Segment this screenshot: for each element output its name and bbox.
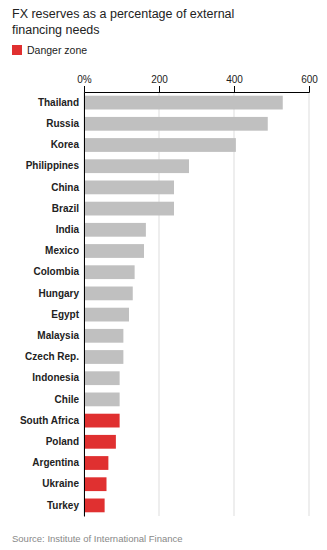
y-tick: South Africa <box>20 415 84 426</box>
x-tick-mark <box>309 86 310 92</box>
grid-line <box>309 92 310 516</box>
y-tick-label: India <box>56 224 80 235</box>
y-tick-label: Indonesia <box>32 372 79 383</box>
bar <box>84 414 120 428</box>
y-tick: Russia <box>46 118 84 129</box>
bar <box>84 329 123 343</box>
bar <box>84 202 174 216</box>
bar <box>84 181 174 195</box>
y-tick: Turkey <box>47 500 84 511</box>
title: FX reserves as a percentage of externalf… <box>12 7 234 37</box>
x-tick: 200 <box>151 74 168 92</box>
x-tick-mark <box>159 86 160 92</box>
x-tick-mark <box>234 86 235 92</box>
y-tick-label: Brazil <box>52 203 79 214</box>
bar <box>84 117 268 131</box>
bar <box>84 371 120 385</box>
x-tick-label: 600 <box>301 74 318 85</box>
y-tick: Hungary <box>38 288 84 299</box>
plot: 0% 200 400 600 Thailand Russia Korea Philippine… <box>20 74 318 517</box>
y-tick: Chile <box>55 394 84 405</box>
y-tick: China <box>51 182 84 193</box>
y-tick-label: China <box>51 182 79 193</box>
y-tick: Czech Rep. <box>25 351 84 362</box>
legend: Danger zone <box>12 44 87 56</box>
grid <box>84 92 309 516</box>
y-tick-label: Czech Rep. <box>25 351 79 362</box>
y-axis: Thailand Russia Korea Philippines China Brazi… <box>20 93 85 517</box>
grid-line <box>84 92 85 516</box>
y-tick: Indonesia <box>32 372 84 383</box>
x-axis-line <box>85 86 310 93</box>
bar <box>84 287 133 301</box>
annotation: Source: Institute of International Finan… <box>12 533 183 544</box>
y-tick-label: Turkey <box>47 500 79 511</box>
bar <box>84 499 105 513</box>
grid-line <box>234 92 235 516</box>
y-tick-label: Ukraine <box>42 478 79 489</box>
legend-label: Danger zone <box>27 44 87 56</box>
y-tick-label: Philippines <box>26 160 80 171</box>
x-tick: 400 <box>226 74 243 92</box>
y-tick: Argentina <box>32 457 84 468</box>
y-tick-label: Korea <box>51 139 80 150</box>
y-tick-label: Hungary <box>38 288 79 299</box>
x-tick: 0% <box>77 74 92 92</box>
x-tick: 600 <box>301 74 318 92</box>
y-tick: Brazil <box>52 203 84 214</box>
y-tick-label: Poland <box>46 436 79 447</box>
y-tick-label: Thailand <box>38 97 79 108</box>
bar <box>84 138 236 152</box>
x-tick-label: 0% <box>77 74 92 85</box>
y-tick: Egypt <box>51 309 84 320</box>
x-axis: 0% 200 400 600 <box>77 74 318 93</box>
bars <box>84 96 283 513</box>
bar <box>84 308 129 322</box>
y-tick: India <box>56 224 84 235</box>
bar <box>84 159 189 173</box>
y-tick: Malaysia <box>37 330 84 341</box>
y-axis-line <box>84 93 85 517</box>
x-tick-mark <box>84 86 85 92</box>
y-tick: Colombia <box>33 266 84 277</box>
y-tick-label: Argentina <box>32 457 79 468</box>
x-tick-label: 400 <box>226 74 243 85</box>
bar <box>84 96 283 110</box>
y-tick-label: Russia <box>46 118 79 129</box>
y-tick: Mexico <box>45 245 84 256</box>
bar <box>84 435 116 449</box>
bar <box>84 244 144 258</box>
bar <box>84 265 135 279</box>
y-tick-label: Colombia <box>33 266 79 277</box>
legend-swatch <box>12 45 22 55</box>
chart: FX reserves as a percentage of externalf… <box>0 0 327 550</box>
y-tick-label: South Africa <box>20 415 80 426</box>
y-tick: Poland <box>46 436 84 447</box>
grid-line <box>159 92 160 516</box>
y-tick-label: Malaysia <box>37 330 79 341</box>
x-tick-label: 200 <box>151 74 168 85</box>
bar <box>84 477 107 491</box>
bar <box>84 456 108 470</box>
y-tick-label: Mexico <box>45 245 79 256</box>
bar <box>84 393 120 407</box>
y-tick-label: Egypt <box>51 309 79 320</box>
y-tick: Philippines <box>26 160 84 171</box>
y-tick: Ukraine <box>42 478 84 489</box>
y-tick-label: Chile <box>55 394 80 405</box>
bar <box>84 350 123 364</box>
y-tick: Thailand <box>38 97 84 108</box>
bar <box>84 223 146 237</box>
y-tick: Korea <box>51 139 84 150</box>
